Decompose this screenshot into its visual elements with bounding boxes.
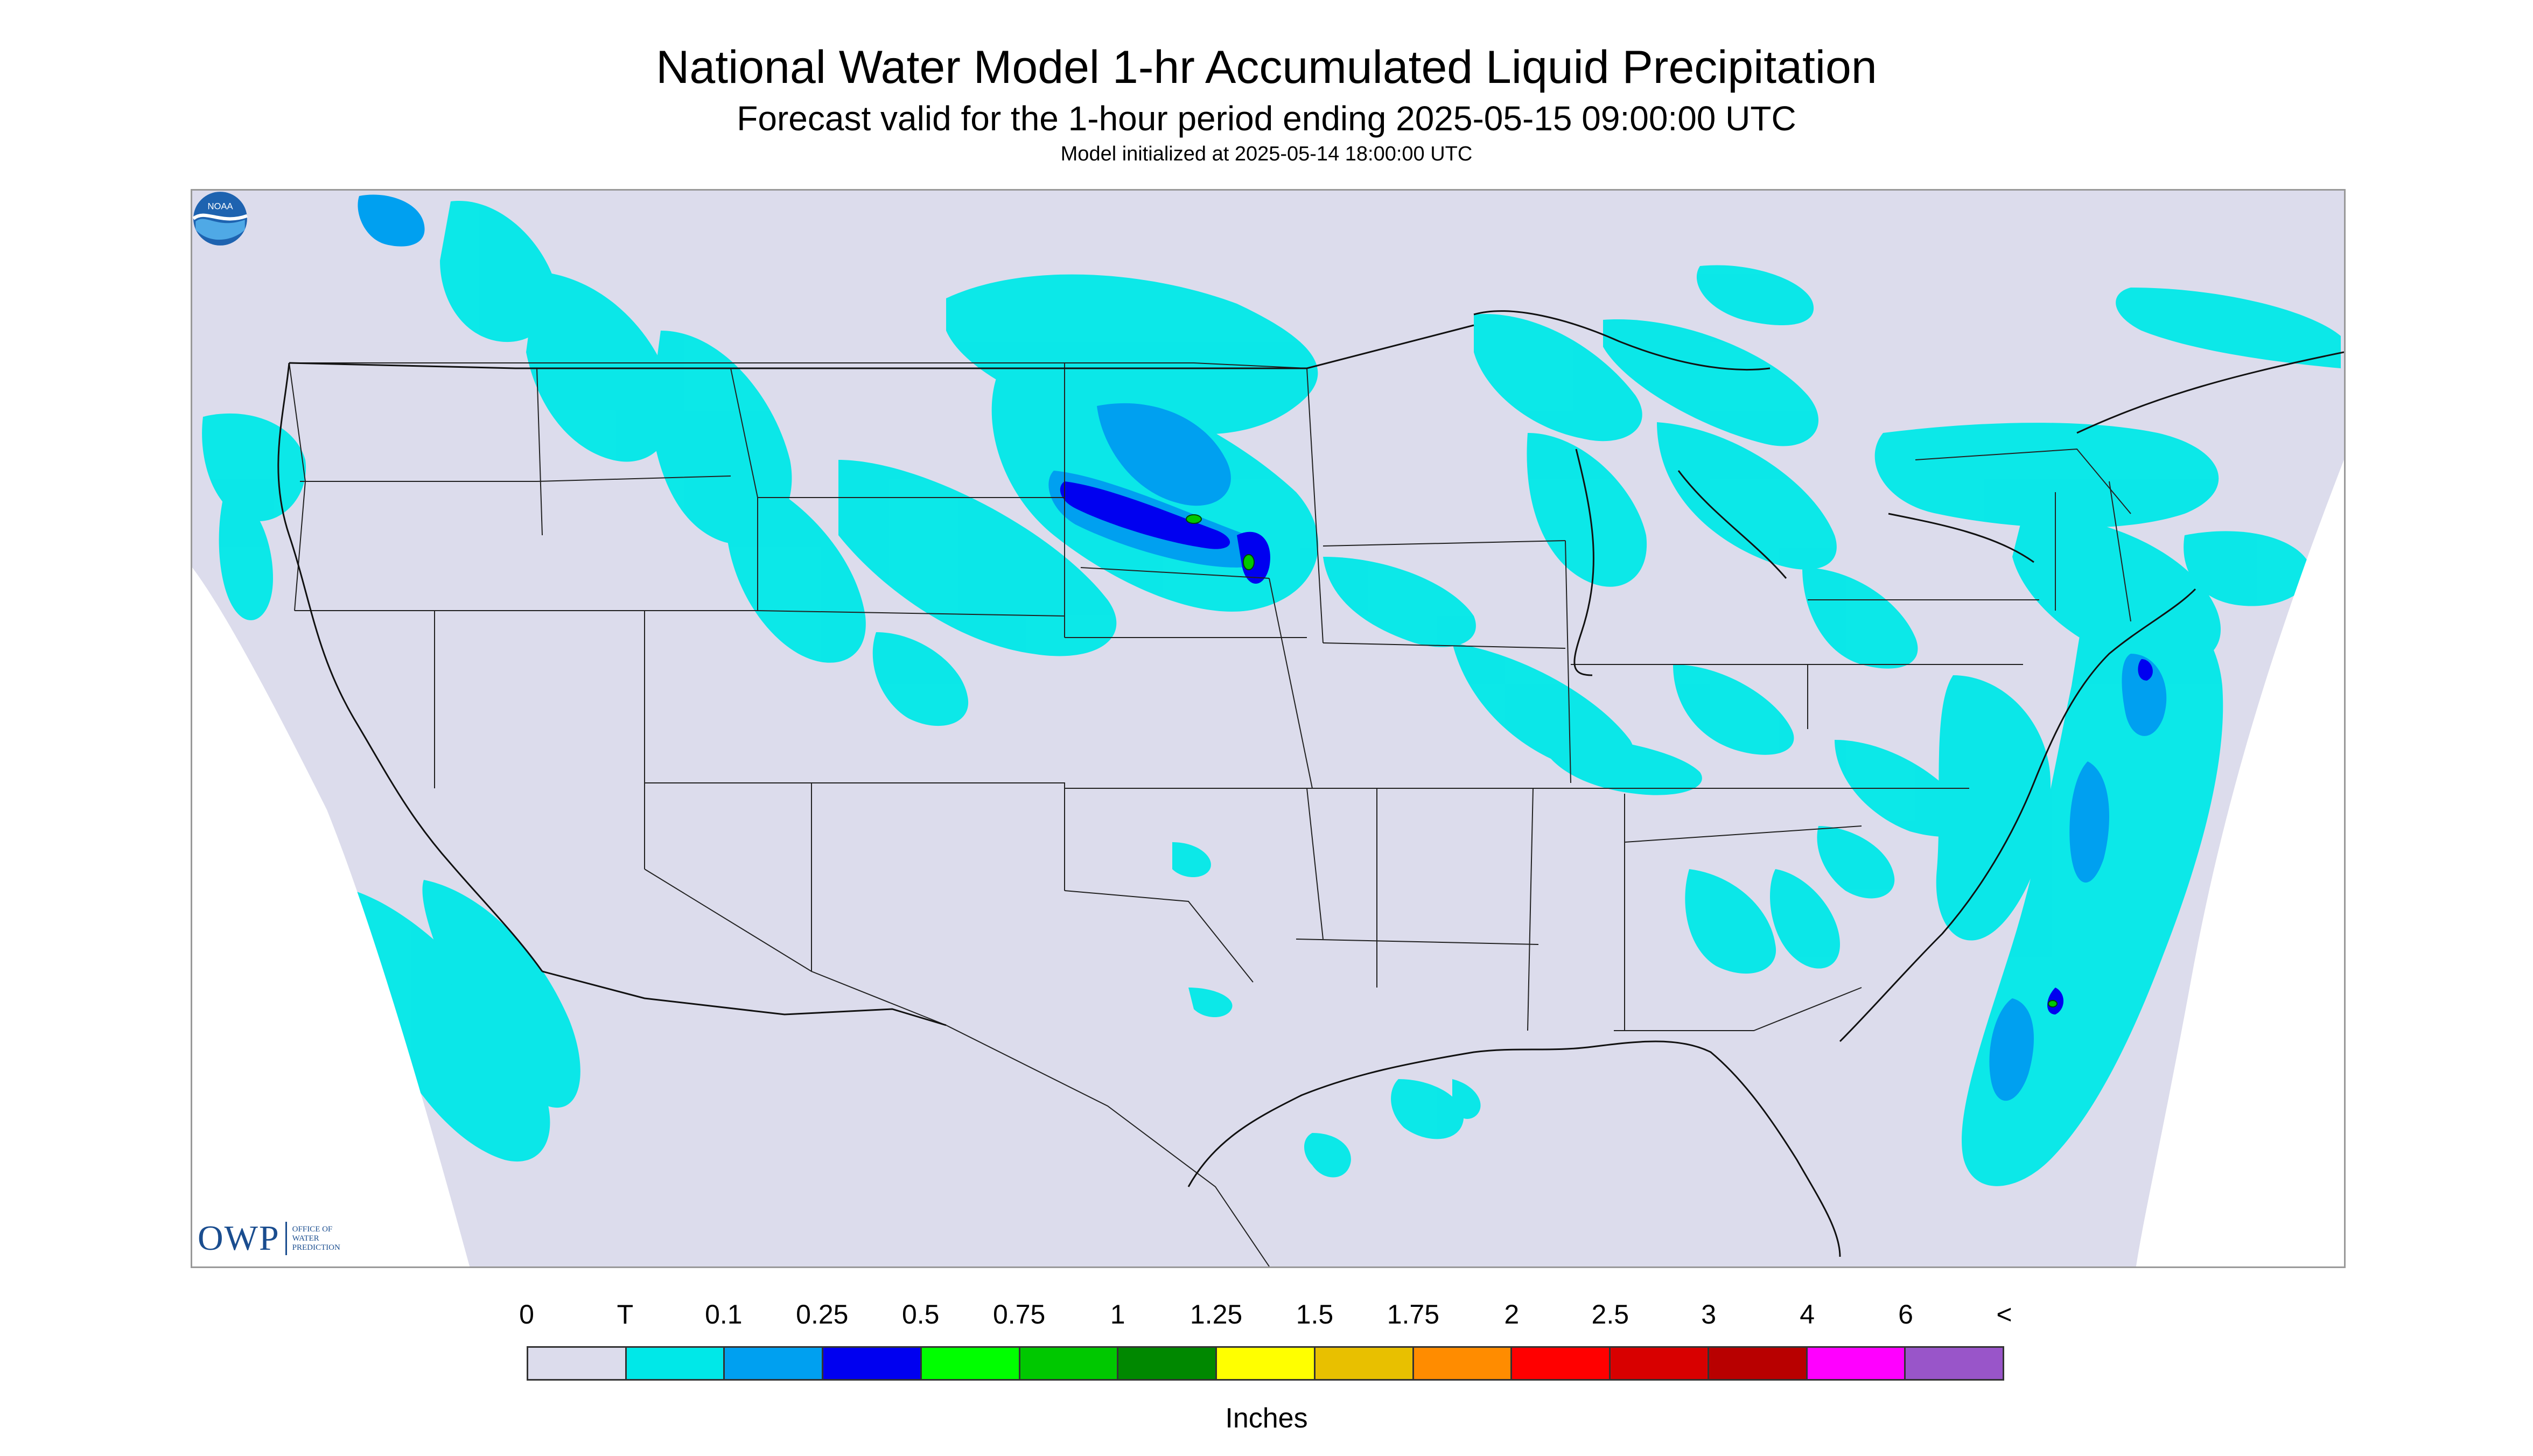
legend-swatch — [1020, 1348, 1119, 1379]
precipitation-map: OWP OFFICE OF WATER PREDICTION NOAA — [191, 189, 2346, 1268]
legend-label: 1.25 — [1189, 1299, 1243, 1329]
legend-labels: 0 T 0.1 0.25 0.5 0.75 1 1.25 1.5 1.75 2 2.5 3 4 6 < — [505, 1299, 2013, 1336]
legend-label: 0.25 — [796, 1299, 849, 1329]
precipitation-very-heavy — [1186, 514, 2058, 1007]
map-subtitle: Forecast valid for the 1-hour period end… — [737, 99, 1796, 138]
legend-swatch — [1217, 1348, 1316, 1379]
legend-swatch — [725, 1348, 824, 1379]
owp-logo-divider — [285, 1222, 287, 1255]
legend-swatch — [1315, 1348, 1414, 1379]
legend-swatch — [1906, 1348, 2003, 1379]
legend-label: 0 — [519, 1299, 534, 1329]
title-block: National Water Model 1-hr Accumulated Li… — [0, 38, 2533, 168]
legend-label: 2 — [1504, 1299, 1520, 1329]
legend-swatch — [1414, 1348, 1513, 1379]
map-title: National Water Model 1-hr Accumulated Li… — [656, 41, 1877, 93]
map-canvas — [192, 191, 2344, 1266]
legend-label: 0.1 — [705, 1299, 743, 1329]
legend-swatch — [1709, 1348, 1808, 1379]
legend-label: 1.5 — [1296, 1299, 1334, 1329]
legend-swatch — [626, 1348, 725, 1379]
legend-swatch — [1512, 1348, 1611, 1379]
legend-swatch — [921, 1348, 1020, 1379]
legend-swatch — [1118, 1348, 1217, 1379]
legend-unit: Inches — [1225, 1403, 1308, 1434]
legend-swatch — [528, 1348, 627, 1379]
state-boundaries — [289, 362, 2131, 1266]
owp-logo-text: OFFICE OF WATER PREDICTION — [292, 1224, 340, 1252]
country-borders — [289, 324, 1474, 1026]
legend-swatch — [823, 1348, 922, 1379]
legend-label: 3 — [1701, 1299, 1717, 1329]
legend-swatch — [1611, 1348, 1709, 1379]
legend-label: 2.5 — [1591, 1299, 1629, 1329]
legend-label: 0.5 — [901, 1299, 940, 1329]
owp-logo: OWP OFFICE OF WATER PREDICTION — [198, 1218, 340, 1259]
legend-label: 1.75 — [1387, 1299, 1440, 1329]
legend-colorbar — [527, 1346, 2004, 1381]
model-init-time: Model initialized at 2025-05-14 18:00:00… — [1060, 143, 1473, 165]
legend-label: 1 — [1110, 1299, 1125, 1329]
outside-domain — [2136, 460, 2344, 1266]
legend-swatch — [1807, 1348, 1906, 1379]
noaa-logo-icon: NOAA — [192, 192, 248, 246]
legend-label: < — [1996, 1299, 2012, 1329]
legend-label: 4 — [1800, 1299, 1815, 1329]
legend-label: T — [617, 1299, 634, 1329]
svg-text:NOAA: NOAA — [207, 201, 233, 211]
owp-logo-mark: OWP — [198, 1219, 280, 1258]
legend-label: 6 — [1898, 1299, 1913, 1329]
legend-label: 0.75 — [992, 1299, 1046, 1329]
coastlines — [277, 310, 2344, 1257]
